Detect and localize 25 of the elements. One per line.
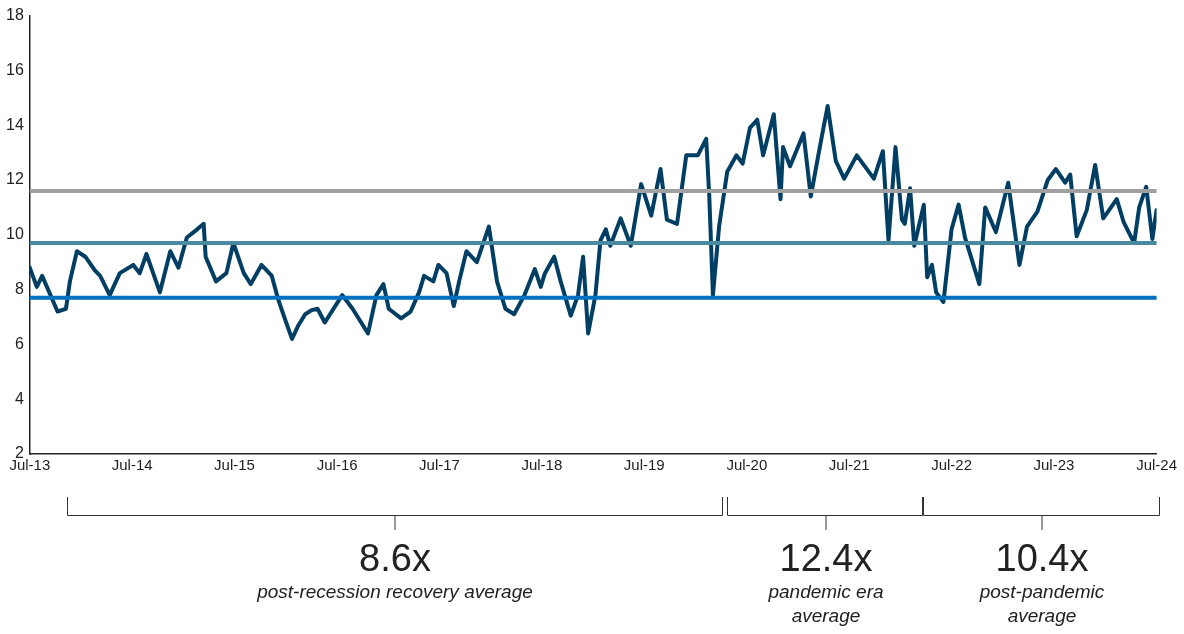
y-tick-label: 12 xyxy=(6,170,24,188)
text: post-pandemic average xyxy=(978,580,1106,628)
y-tick-label: 10 xyxy=(6,225,24,243)
text: pandemic era average xyxy=(767,580,885,628)
x-tick-label: Jul-17 xyxy=(419,456,460,474)
x-tick-label: Jul-16 xyxy=(316,456,358,474)
x-tick-label: Jul-20 xyxy=(726,456,768,474)
text: 10.4x xyxy=(994,536,1090,580)
text: 12.4x xyxy=(778,536,874,580)
y-tick-label: 18 xyxy=(6,6,24,24)
x-tick-label: Jul-15 xyxy=(214,456,255,474)
x-tick-label: Jul-22 xyxy=(931,456,973,474)
y-tick-label: 14 xyxy=(6,115,24,133)
text: 8.6x xyxy=(358,536,432,580)
x-tick-label: Jul-23 xyxy=(1033,456,1075,474)
x-tick-label: Jul-18 xyxy=(521,456,563,474)
y-tick-label: 8 xyxy=(14,280,24,298)
x-tick-label: Jul-24 xyxy=(1136,456,1177,474)
x-tick-label: Jul-21 xyxy=(828,456,870,474)
y-tick-label: 4 xyxy=(14,389,24,407)
y-tick-label: 16 xyxy=(6,60,24,78)
x-tick-label: Jul-14 xyxy=(111,456,153,474)
y-tick-label: 6 xyxy=(14,334,24,352)
x-tick-label: Jul-19 xyxy=(623,456,665,474)
text: post-recession recovery average xyxy=(256,580,534,604)
